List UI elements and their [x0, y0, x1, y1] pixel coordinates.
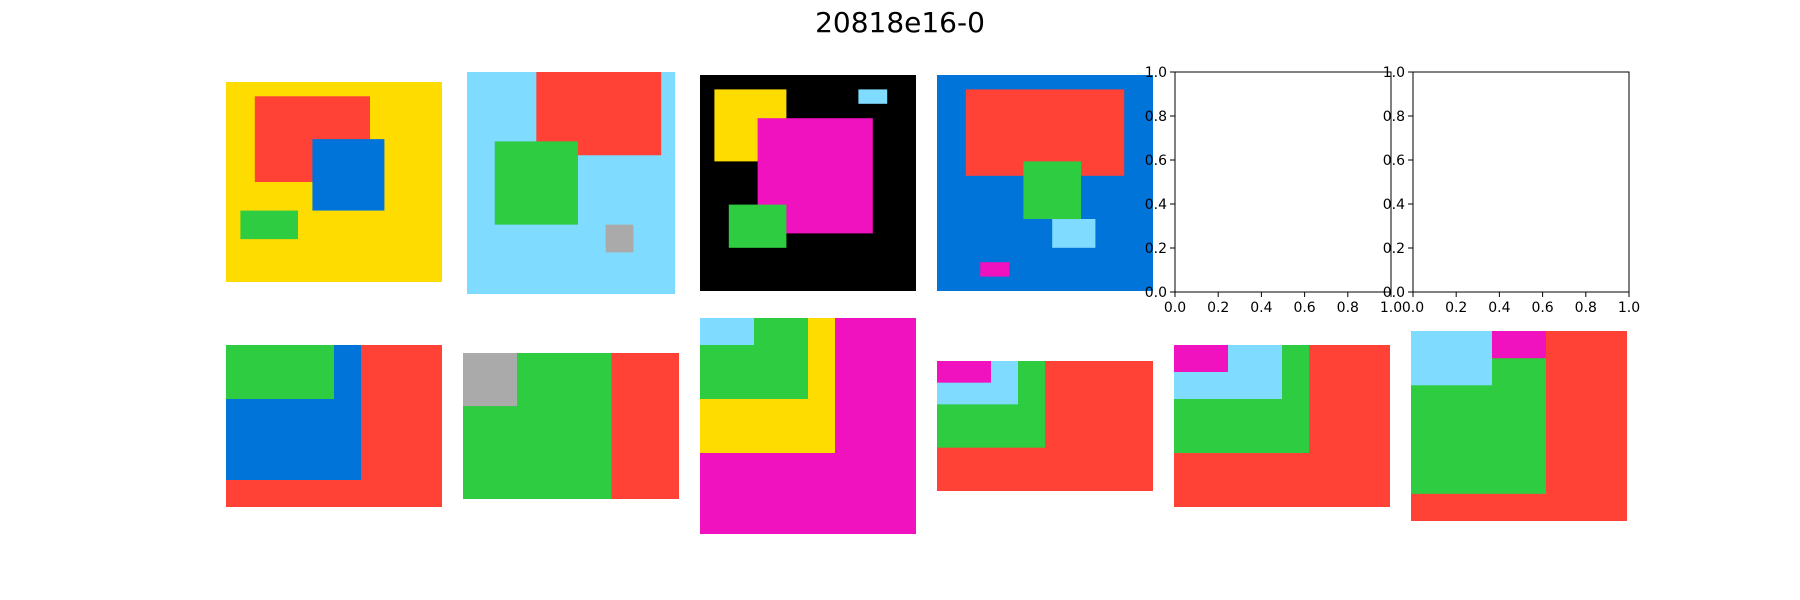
- input-grid-1: [226, 82, 442, 282]
- x-tick-label: 0.0: [1164, 300, 1186, 316]
- grid-block-lightblue: [700, 318, 754, 345]
- figure-title: 20818e16-0: [815, 6, 985, 39]
- axes-frame: [1174, 71, 1392, 293]
- grid-block-lightblue: [1411, 331, 1492, 386]
- y-tick-label: 0.0: [1383, 285, 1405, 301]
- input-grid-3: [700, 75, 916, 291]
- input-grid-4: [937, 75, 1153, 291]
- x-tick-label: 0.4: [1488, 300, 1510, 316]
- x-tick-label: 0.8: [1575, 300, 1597, 316]
- output-grid-5: [1174, 345, 1390, 507]
- y-tick-label: 1.0: [1383, 65, 1405, 81]
- axes-frame: [1412, 71, 1630, 293]
- grid-block-lightblue: [1052, 219, 1096, 248]
- y-tick-label: 0.2: [1383, 241, 1405, 257]
- output-grid-1: [226, 345, 442, 507]
- grid-block-magenta: [1174, 345, 1228, 372]
- grid-block-green: [494, 141, 578, 225]
- y-tick-label: 0.4: [1383, 197, 1405, 213]
- grid-block-green: [240, 210, 298, 240]
- grid-block-green: [1023, 161, 1081, 219]
- y-tick-label: 0.0: [1145, 285, 1167, 301]
- y-tick-label: 1.0: [1145, 65, 1167, 81]
- input-grid-2: [467, 72, 675, 294]
- y-tick-label: 0.6: [1145, 153, 1167, 169]
- empty-axes-1: 0.0 0.2 0.4 0.6 0.8 1.00.00.20.40.60.81.0: [1145, 65, 1402, 316]
- empty-axes-2: 0.0 0.2 0.4 0.6 0.8 1.00.00.20.40.60.81.0: [1383, 65, 1640, 316]
- output-grid-4: [937, 361, 1153, 491]
- y-tick-label: 0.8: [1383, 109, 1405, 125]
- grid-block-magenta: [1492, 331, 1546, 359]
- y-tick-label: 0.6: [1383, 153, 1405, 169]
- y-tick-label: 0.8: [1145, 109, 1167, 125]
- grid-block-lightblue: [858, 89, 888, 104]
- grid-block-green: [226, 345, 334, 399]
- grid-block-gray: [605, 224, 634, 253]
- y-tick-label: 0.2: [1145, 241, 1167, 257]
- grid-block-magenta: [937, 361, 991, 383]
- grid-block-green: [728, 204, 787, 248]
- x-tick-label: 0.2: [1445, 300, 1467, 316]
- grid-block-magenta: [980, 262, 1009, 277]
- x-tick-label: 0.0: [1402, 300, 1424, 316]
- output-grid-2: [463, 353, 679, 499]
- x-tick-label: 1.0: [1618, 300, 1640, 316]
- x-tick-label: 0.4: [1250, 300, 1272, 316]
- x-tick-label: 0.8: [1337, 300, 1359, 316]
- x-tick-label: 0.2: [1207, 300, 1229, 316]
- output-grid-3: [700, 318, 916, 534]
- x-tick-label: 0.6: [1293, 300, 1315, 316]
- grid-block-gray: [463, 353, 517, 407]
- x-tick-label: 1.0: [1380, 300, 1402, 316]
- x-tick-label: 0.6: [1531, 300, 1553, 316]
- grid-block-blue: [312, 139, 385, 211]
- output-grid-6: [1411, 331, 1627, 521]
- y-tick-label: 0.4: [1145, 197, 1167, 213]
